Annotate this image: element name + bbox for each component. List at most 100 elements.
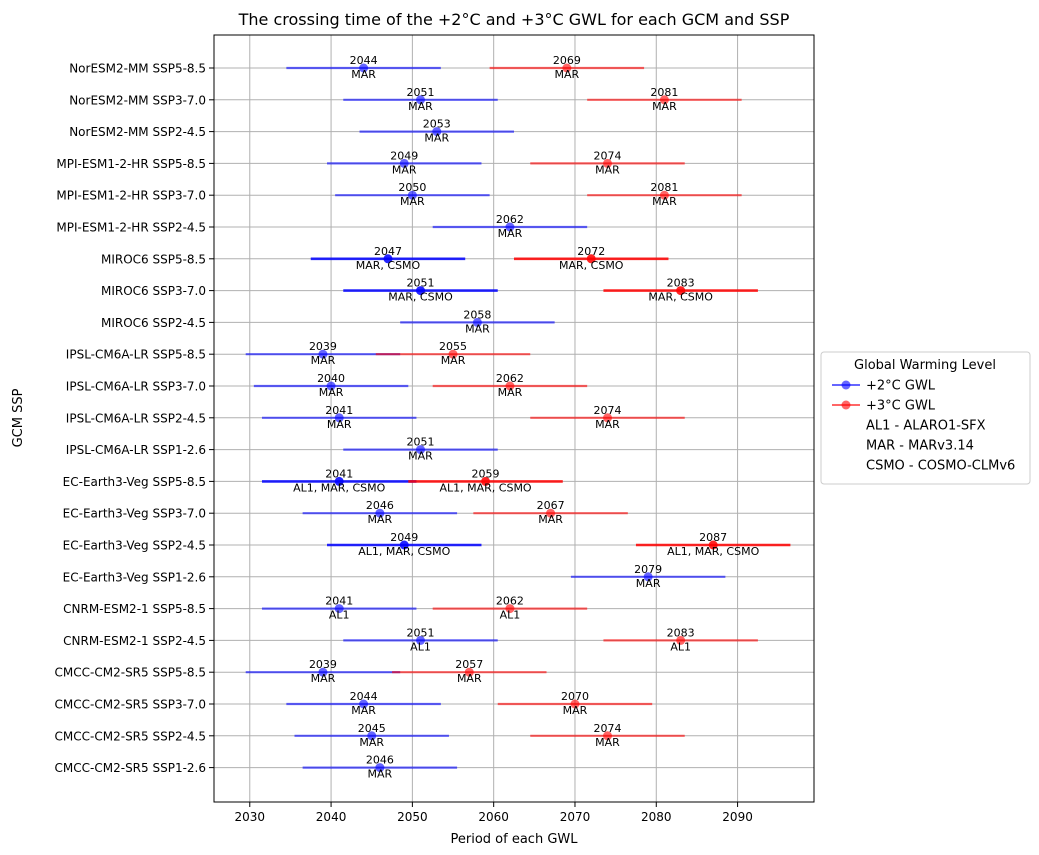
gwl2-marker	[399, 158, 409, 168]
gwl3-year-label: 2074	[593, 722, 621, 735]
gwl3-marker	[659, 95, 669, 105]
gwl3-year-label: 2062	[496, 372, 524, 385]
x-tick-label: 2090	[722, 810, 753, 824]
gwl2-marker	[416, 445, 426, 455]
gwl2-year-label: 2045	[358, 722, 386, 735]
gwl2-marker	[399, 540, 409, 550]
gwl2-year-label: 2051	[407, 86, 435, 99]
gwl3-model-label: MAR	[652, 195, 677, 208]
gwl2-model-label: MAR	[408, 450, 433, 463]
gwl2-year-label: 2041	[325, 467, 353, 480]
y-tick-label: MPI-ESM1-2-HR SSP5-8.5	[56, 157, 206, 171]
gwl3-marker	[659, 190, 669, 200]
x-tick-label: 2070	[560, 810, 591, 824]
gwl3-model-label: AL1	[670, 640, 691, 653]
gwl2-marker	[472, 317, 482, 327]
gwl2-marker	[367, 731, 377, 741]
gwl2-marker	[416, 286, 426, 296]
gwl3-model-label: MAR	[595, 418, 620, 431]
gwl3-year-label: 2074	[593, 149, 621, 162]
gwl3-marker	[676, 286, 686, 296]
gwl2-year-label: 2047	[374, 245, 402, 258]
gwl2-marker	[318, 667, 328, 677]
gwl3-model-label: MAR	[555, 68, 580, 81]
gwl2-year-label: 2051	[407, 277, 435, 290]
gwl2-model-label: MAR	[368, 768, 393, 781]
gwl3-model-label: MAR, CSMO	[559, 259, 624, 272]
gwl3-year-label: 2067	[537, 499, 565, 512]
gwl3-year-label: 2083	[667, 277, 695, 290]
chart-title: The crossing time of the +2°C and +3°C G…	[238, 10, 790, 29]
gwl2-model-label: MAR	[465, 322, 490, 335]
gwl2-model-label: AL1	[329, 609, 350, 622]
gwl2-marker	[326, 381, 336, 391]
y-tick-label: CMCC-CM2-SR5 SSP2-4.5	[55, 729, 206, 743]
legend-entry-label: CSMO - COSMO-CLMv6	[866, 459, 1015, 474]
gwl2-year-label: 2058	[463, 308, 491, 321]
y-tick-label: CMCC-CM2-SR5 SSP1-2.6	[55, 761, 206, 775]
y-tick-label: MPI-ESM1-2-HR SSP3-7.0	[56, 189, 206, 203]
gwl2-year-label: 2049	[390, 531, 418, 544]
gwl3-model-label: AL1, MAR, CSMO	[439, 481, 531, 494]
y-tick-label: IPSL-CM6A-LR SSP2-4.5	[66, 411, 206, 425]
gwl2-marker	[359, 699, 369, 709]
gwl3-model-label: MAR	[595, 736, 620, 749]
x-tick-label: 2040	[316, 810, 347, 824]
gwl3-year-label: 2069	[553, 54, 581, 67]
gwl2-model-label: MAR	[319, 386, 344, 399]
gwl3-model-label: MAR	[563, 704, 588, 717]
gwl2-model-label: MAR	[351, 68, 376, 81]
gwl3-model-label: MAR, CSMO	[648, 291, 713, 304]
gwl3-model-label: MAR	[538, 513, 563, 526]
gwl3-year-label: 2057	[455, 658, 483, 671]
y-tick-label: CNRM-ESM2-1 SSP2-4.5	[63, 634, 206, 648]
gwl3-marker	[464, 667, 474, 677]
y-tick-label: NorESM2-MM SSP3-7.0	[69, 93, 206, 107]
y-tick-label: EC-Earth3-Veg SSP1-2.6	[63, 570, 206, 584]
gwl3-model-label: AL1	[500, 609, 521, 622]
gwl2-model-label: MAR	[311, 354, 336, 367]
y-axis-label: GCM SSP	[11, 388, 26, 447]
legend-title: Global Warming Level	[854, 358, 996, 373]
gwl3-marker	[505, 381, 515, 391]
gwl3-marker	[562, 63, 572, 73]
gwl2-year-label: 2062	[496, 213, 524, 226]
y-tick-label: MIROC6 SSP2-4.5	[101, 316, 206, 330]
gwl2-marker	[375, 508, 385, 518]
x-axis-label: Period of each GWL	[451, 832, 579, 847]
gwl3-year-label: 2070	[561, 690, 589, 703]
gwl3-model-label: MAR	[595, 163, 620, 176]
y-tick-label: CNRM-ESM2-1 SSP5-8.5	[63, 602, 206, 616]
y-tick-label: IPSL-CM6A-LR SSP3-7.0	[66, 380, 206, 394]
gwl2-year-label: 2044	[350, 54, 378, 67]
gwl2-year-label: 2051	[407, 436, 435, 449]
gwl2-year-label: 2041	[325, 404, 353, 417]
gwl3-marker	[505, 604, 515, 614]
gwl2-year-label: 2040	[317, 372, 345, 385]
gwl2-marker	[416, 635, 426, 645]
y-tick-label: IPSL-CM6A-LR SSP5-8.5	[66, 348, 206, 362]
gwl2-marker	[334, 476, 344, 486]
gwl2-marker	[334, 604, 344, 614]
y-tick-label: MPI-ESM1-2-HR SSP2-4.5	[56, 221, 206, 235]
gwl3-year-label: 2081	[650, 86, 678, 99]
gwl2-marker	[359, 63, 369, 73]
gwl2-model-label: MAR, CSMO	[356, 259, 421, 272]
gwl3-model-label: MAR	[652, 100, 677, 113]
gwl3-marker	[586, 254, 596, 264]
gwl3-model-label: MAR	[498, 386, 523, 399]
plot-frame	[213, 34, 815, 803]
gwl2-marker	[334, 413, 344, 423]
gwl3-model-label: MAR	[457, 672, 482, 685]
legend-marker	[841, 400, 851, 410]
gwl2-year-label: 2079	[634, 563, 662, 576]
gwl3-year-label: 2081	[650, 181, 678, 194]
y-tick-label: MIROC6 SSP3-7.0	[101, 284, 206, 298]
gwl3-year-label: 2074	[593, 404, 621, 417]
gwl3-marker	[602, 158, 612, 168]
y-tick-label: EC-Earth3-Veg SSP3-7.0	[63, 507, 206, 521]
gwl3-marker	[676, 635, 686, 645]
x-tick-label: 2080	[641, 810, 672, 824]
gwl2-year-label: 2039	[309, 340, 337, 353]
gwl3-year-label: 2072	[577, 245, 605, 258]
